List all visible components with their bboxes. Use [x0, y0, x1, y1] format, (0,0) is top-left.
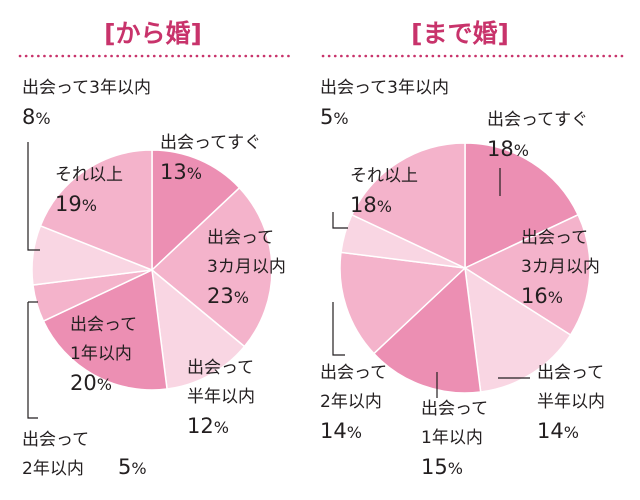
pie-slice — [372, 266, 482, 394]
slice-label-text: 半年以内 — [537, 392, 605, 412]
slice-percent-label: 8% — [22, 105, 51, 129]
slice-percent-label: 20% — [70, 371, 112, 395]
slice-label: 出会って 2年以内 14% — [320, 363, 387, 443]
slice-percent-label: 19% — [55, 192, 97, 216]
slice-percent-label: 18% — [350, 193, 392, 217]
slice-label-text: 3カ月以内 — [207, 257, 286, 277]
slice-percent-label: 18% — [487, 137, 529, 161]
slice-percent-label: 5% — [320, 105, 349, 129]
slice-label-text: 2年以内 — [22, 459, 84, 479]
slice-label: 出会って 3カ月以内 16% — [521, 228, 600, 308]
slice-label-text: 1年以内 — [70, 344, 132, 364]
slice-label-text: 出会って — [421, 399, 488, 419]
slice-label: 出会ってすぐ 18% — [487, 110, 588, 161]
slice-percent-label: 14% — [537, 419, 579, 443]
pie-slice — [339, 251, 467, 355]
slice-label-text: 出会って — [187, 358, 254, 378]
pie-slice — [151, 149, 241, 272]
slice-label: 出会って 1年以内 20% — [70, 315, 137, 395]
pie-slice — [151, 268, 246, 390]
slice-percent-label: 23% — [207, 284, 249, 308]
slice-percent-label: 14% — [320, 419, 362, 443]
slice-percent-label: 15% — [421, 455, 463, 479]
slice-percent-label: 16% — [521, 284, 563, 308]
pie-slice — [464, 142, 580, 270]
pie-slice — [150, 186, 273, 348]
slice-label: 出会って 1年以内 15% — [421, 399, 488, 479]
slice-label-text: 出会ってすぐ — [487, 110, 588, 130]
slice-label: それ以上 19% — [55, 165, 123, 216]
slice-label-text: それ以上 — [350, 166, 418, 186]
pie-slice — [42, 268, 168, 391]
pie-chart-2: [まで婚]出会ってすぐ18%出会って3カ月以内16%出会って半年以内14%出会っ… — [320, 19, 627, 479]
slice-label-text: 出会って — [537, 363, 604, 383]
slice-label-text: 出会って3年以内 — [22, 78, 151, 98]
slice-label-text: 出会って — [70, 315, 137, 335]
chart-title: [まで婚] — [411, 19, 509, 48]
pie-slice — [39, 149, 153, 272]
leader-line — [27, 302, 38, 419]
leader-line — [332, 212, 348, 229]
slice-label: 出会ってすぐ 13% — [160, 133, 261, 184]
pie-slice — [463, 213, 591, 337]
slice-label-text: 出会ってすぐ — [160, 133, 261, 153]
slice-label-text: 3カ月以内 — [521, 257, 600, 277]
slice-label-text: それ以上 — [55, 165, 123, 185]
slice-percent-label: 5% — [118, 455, 147, 479]
slice-label: 出会って 2年以内 5% — [22, 430, 147, 479]
pie-chart-1: [から婚]出会ってすぐ13%出会って3カ月以内23%出会って半年以内12%出会っ… — [18, 19, 292, 479]
slice-label-text: 出会って3年以内 — [320, 78, 449, 98]
slice-label-text: 2年以内 — [320, 392, 382, 412]
slice-label-text: 出会って — [22, 430, 89, 450]
slice-label-text: 1年以内 — [421, 428, 483, 448]
slice-label: 出会って3年以内 5% — [320, 78, 449, 129]
pie-slice — [464, 266, 572, 393]
pie-slice — [350, 142, 466, 270]
slice-percent-label: 13% — [160, 160, 202, 184]
slice-label-text: 出会って — [320, 363, 387, 383]
leader-line — [332, 302, 345, 356]
slice-label: 出会って3年以内 8% — [22, 78, 151, 129]
slice-label-text: 出会って — [207, 228, 274, 248]
chart-title: [から婚] — [104, 19, 202, 48]
slice-percent-label: 12% — [187, 414, 229, 438]
slice-label: 出会って 3カ月以内 23% — [207, 228, 286, 308]
leader-line — [27, 142, 40, 251]
slice-label-text: 半年以内 — [187, 387, 255, 407]
slice-label-text: 出会って — [521, 228, 588, 248]
slice-label: それ以上 18% — [350, 166, 418, 217]
